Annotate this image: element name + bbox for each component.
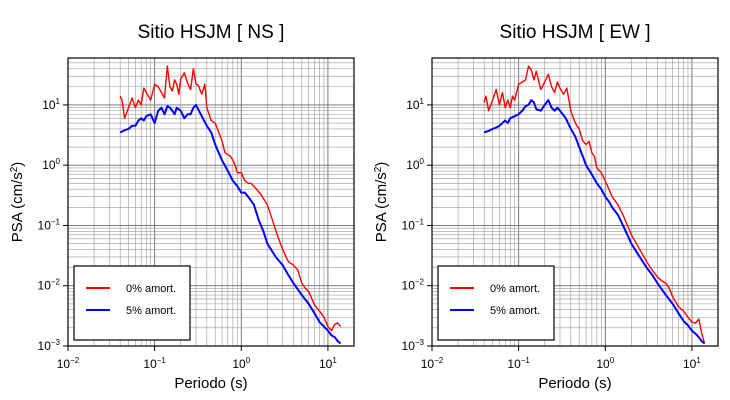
legend-label: 0% amort. xyxy=(490,283,540,295)
y-tick-label: 100 xyxy=(42,157,60,172)
y-axis-label: PSA (cm/s2) xyxy=(9,162,26,243)
x-tick-label: 101 xyxy=(319,356,337,371)
series-line-5-amort- xyxy=(483,99,706,345)
legend-label: 5% amort. xyxy=(490,305,540,317)
y-tick-label: 10−1 xyxy=(402,217,425,232)
plot-frame xyxy=(431,57,719,347)
legend-label: 5% amort. xyxy=(126,305,176,317)
x-tick-label: 100 xyxy=(596,356,614,371)
y-tick-label: 101 xyxy=(42,97,60,112)
y-tick-label: 101 xyxy=(406,97,424,112)
legend: 0% amort. 5% amort. xyxy=(437,265,555,341)
x-axis-label: Periodo (s) xyxy=(538,375,611,392)
chart-panel-1: 10−2 10−1 100 101 10−3 10−2 10−1 100 101 Sitio HS… xyxy=(9,22,355,392)
x-tick-label: 10−2 xyxy=(57,356,80,371)
series-line-5-amort- xyxy=(119,103,342,345)
x-tick-label: 10−1 xyxy=(143,356,166,371)
chart-panel-2: 10−2 10−1 100 101 10−3 10−2 10−1 100 101 Sitio HS… xyxy=(373,22,719,392)
legend-box xyxy=(73,265,191,341)
legend-label: 0% amort. xyxy=(126,283,176,295)
legend-box xyxy=(437,265,555,341)
x-axis-label: Periodo (s) xyxy=(174,375,247,392)
y-tick-label: 10−2 xyxy=(38,278,61,293)
y-tick-label: 10−1 xyxy=(38,217,61,232)
y-tick-label: 100 xyxy=(406,157,424,172)
y-axis-label: PSA (cm/s2) xyxy=(373,162,390,243)
series-line-0-amort- xyxy=(483,65,706,344)
y-tick-label: 10−3 xyxy=(38,338,61,353)
x-tick-label: 101 xyxy=(683,356,701,371)
plot-frame xyxy=(67,57,355,347)
legend: 0% amort. 5% amort. xyxy=(73,265,191,341)
y-tick-label: 10−3 xyxy=(402,338,425,353)
x-tick-label: 10−2 xyxy=(421,356,444,371)
series-line-0-amort- xyxy=(119,65,342,332)
chart-title: Sitio HSJM [ NS ] xyxy=(138,22,285,43)
x-tick-label: 100 xyxy=(232,356,250,371)
chart-title: Sitio HSJM [ EW ] xyxy=(500,22,651,43)
x-tick-label: 10−1 xyxy=(507,356,530,371)
y-tick-label: 10−2 xyxy=(402,278,425,293)
